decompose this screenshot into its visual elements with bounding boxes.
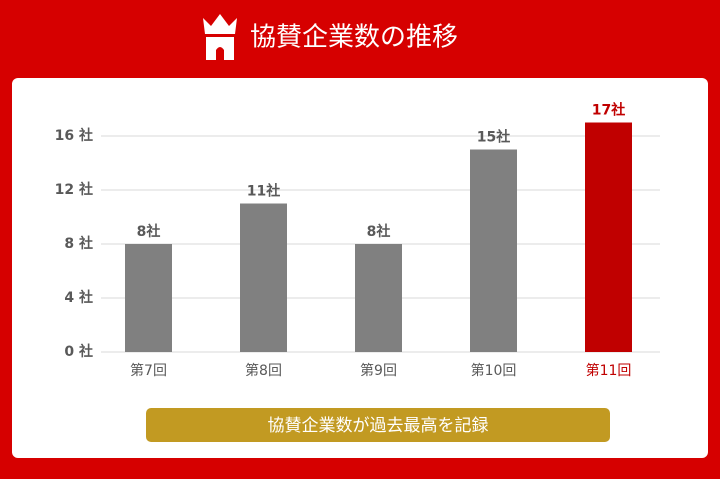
bar [125,244,172,352]
value-label: 17社 [592,102,625,119]
x-tick-label: 第8回 [245,362,282,379]
x-tick-label: 第9回 [360,362,397,379]
x-tick-label: 第11回 [586,362,632,379]
y-tick-label: 0 社 [64,343,93,360]
annotation-banner [146,408,610,442]
value-label: 8社 [137,223,161,240]
value-label: 11社 [247,183,280,200]
value-label: 15社 [477,129,510,146]
bar [470,149,517,352]
chart-title: 協賛企業数の推移 [250,23,458,53]
annotation: 協賛企業数が過去最高を記録 [268,416,489,436]
bar [240,203,287,352]
y-tick-label: 8 社 [64,235,93,252]
bar [355,244,402,352]
x-tick-label: 第10回 [471,362,517,379]
y-tick-label: 4 社 [64,289,93,306]
y-tick-label: 12 社 [55,181,93,198]
y-tick-label: 16 社 [55,127,93,144]
bar [585,122,632,352]
crown-icon [203,14,237,60]
x-tick-label: 第7回 [130,362,167,379]
value-label: 8社 [367,223,391,240]
